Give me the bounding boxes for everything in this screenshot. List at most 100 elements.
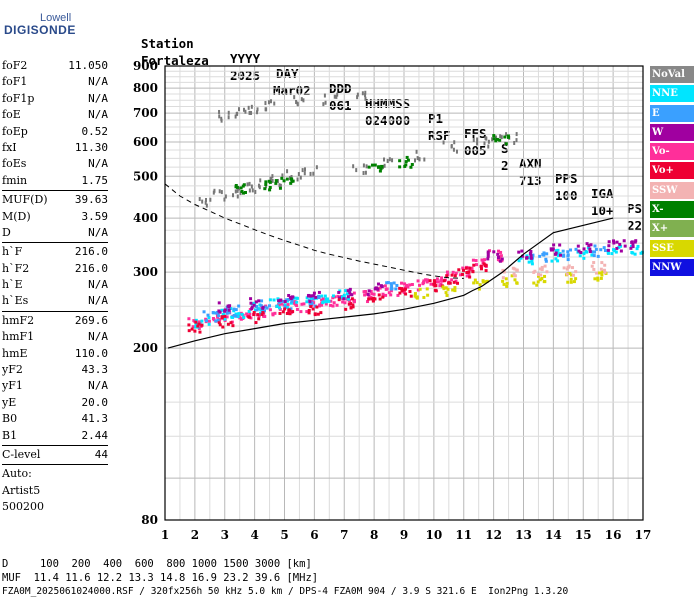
echo-mark: [311, 307, 315, 311]
param-row: foEs N/A: [2, 156, 108, 172]
echo-mark: [538, 267, 542, 271]
echo-mark: [337, 298, 341, 302]
echo-mark: [347, 297, 351, 301]
x-tick-label: 17: [635, 528, 652, 542]
legend-item-w: W: [650, 123, 694, 141]
hdr-label: IGA: [591, 186, 614, 201]
y-tick-label: 900: [133, 59, 158, 73]
echo-mark: [612, 248, 616, 252]
echo-mark: [472, 138, 475, 143]
echo-mark: [260, 312, 264, 316]
echo-mark: [202, 310, 206, 314]
echo-mark: [422, 295, 426, 299]
echo-mark: [533, 269, 537, 273]
echo-mark: [576, 244, 580, 248]
echo-mark: [315, 165, 318, 170]
echo-mark: [425, 280, 429, 284]
echo-mark: [429, 282, 433, 286]
echo-mark: [194, 325, 198, 329]
echo-mark: [249, 301, 253, 305]
echo-mark: [341, 300, 345, 304]
echo-mark: [600, 273, 604, 277]
divider: [2, 190, 108, 192]
echo-mark: [283, 303, 287, 307]
echo-mark: [290, 175, 293, 180]
footer-muf-row: MUF 11.4 11.6 12.2 13.3 14.8 16.9 23.2 3…: [2, 572, 318, 584]
y-tick-label: 400: [133, 211, 158, 225]
echo-mark: [513, 140, 516, 145]
echo-mark: [596, 254, 600, 258]
echo-mark: [568, 272, 572, 276]
echo-mark: [554, 257, 558, 261]
echo-mark: [562, 254, 566, 258]
echo-mark: [309, 171, 312, 176]
echo-mark: [250, 104, 253, 109]
param-name: foF1: [2, 75, 28, 89]
echo-mark: [312, 301, 316, 305]
echo-mark: [631, 245, 635, 249]
echo-mark: [232, 307, 236, 311]
param-name: h`Es: [2, 294, 29, 308]
echo-mark: [381, 295, 385, 299]
echo-mark: [451, 270, 455, 274]
echo-mark: [622, 239, 626, 243]
echo-mark: [281, 299, 285, 303]
echo-mark: [495, 135, 498, 140]
echo-mark: [331, 296, 335, 300]
echo-mark: [492, 134, 496, 138]
echo-mark: [487, 144, 490, 149]
echo-mark: [305, 296, 309, 300]
echo-mark: [293, 302, 297, 306]
echo-mark: [453, 289, 457, 293]
echo-mark: [242, 107, 245, 112]
echo-mark: [254, 189, 257, 194]
echo-mark: [204, 197, 207, 202]
echo-mark: [268, 180, 272, 184]
echo-mark: [342, 297, 346, 301]
echo-mark: [599, 271, 603, 275]
echo-mark: [291, 295, 295, 299]
echo-mark: [234, 308, 238, 312]
echo-mark: [497, 256, 501, 260]
echo-mark: [340, 295, 344, 299]
echo-mark: [303, 171, 306, 176]
echo-mark: [216, 318, 220, 322]
header-row-labels: Station YYYY DAY DDD HHMMSS P1 FFS S AXN…: [141, 21, 642, 216]
echo-mark: [366, 300, 370, 304]
echo-mark: [550, 259, 554, 263]
echo-mark: [250, 110, 253, 115]
echo-mark: [207, 322, 211, 326]
echo-mark: [544, 257, 548, 261]
echo-mark: [306, 294, 310, 298]
echo-mark: [248, 312, 252, 316]
echo-mark: [223, 197, 226, 202]
echo-mark: [302, 98, 305, 103]
echo-mark: [351, 303, 355, 307]
echo-mark: [312, 294, 316, 298]
echo-mark: [483, 264, 487, 268]
echo-mark: [636, 244, 640, 248]
echo-mark: [398, 159, 402, 163]
echo-mark: [363, 293, 367, 297]
echo-mark: [278, 183, 281, 188]
echo-mark: [569, 248, 573, 252]
echo-mark: [243, 190, 247, 194]
echo-mark: [263, 309, 267, 313]
echo-mark: [386, 159, 389, 164]
echo-mark: [592, 261, 596, 265]
echo-mark: [198, 197, 201, 202]
echo-mark: [389, 289, 393, 293]
echo-mark: [464, 266, 468, 270]
auto-artist: Artist5: [2, 483, 41, 497]
echo-mark: [314, 295, 318, 299]
echo-mark: [190, 327, 194, 331]
echo-mark: [591, 250, 595, 254]
echo-mark: [498, 138, 502, 142]
echo-mark: [574, 270, 578, 274]
echo-mark: [231, 193, 234, 198]
echo-mark: [289, 301, 293, 305]
echo-mark: [471, 258, 475, 262]
echo-mark: [217, 301, 221, 305]
echo-mark: [236, 315, 240, 319]
y-tick-label: 80: [141, 513, 158, 527]
